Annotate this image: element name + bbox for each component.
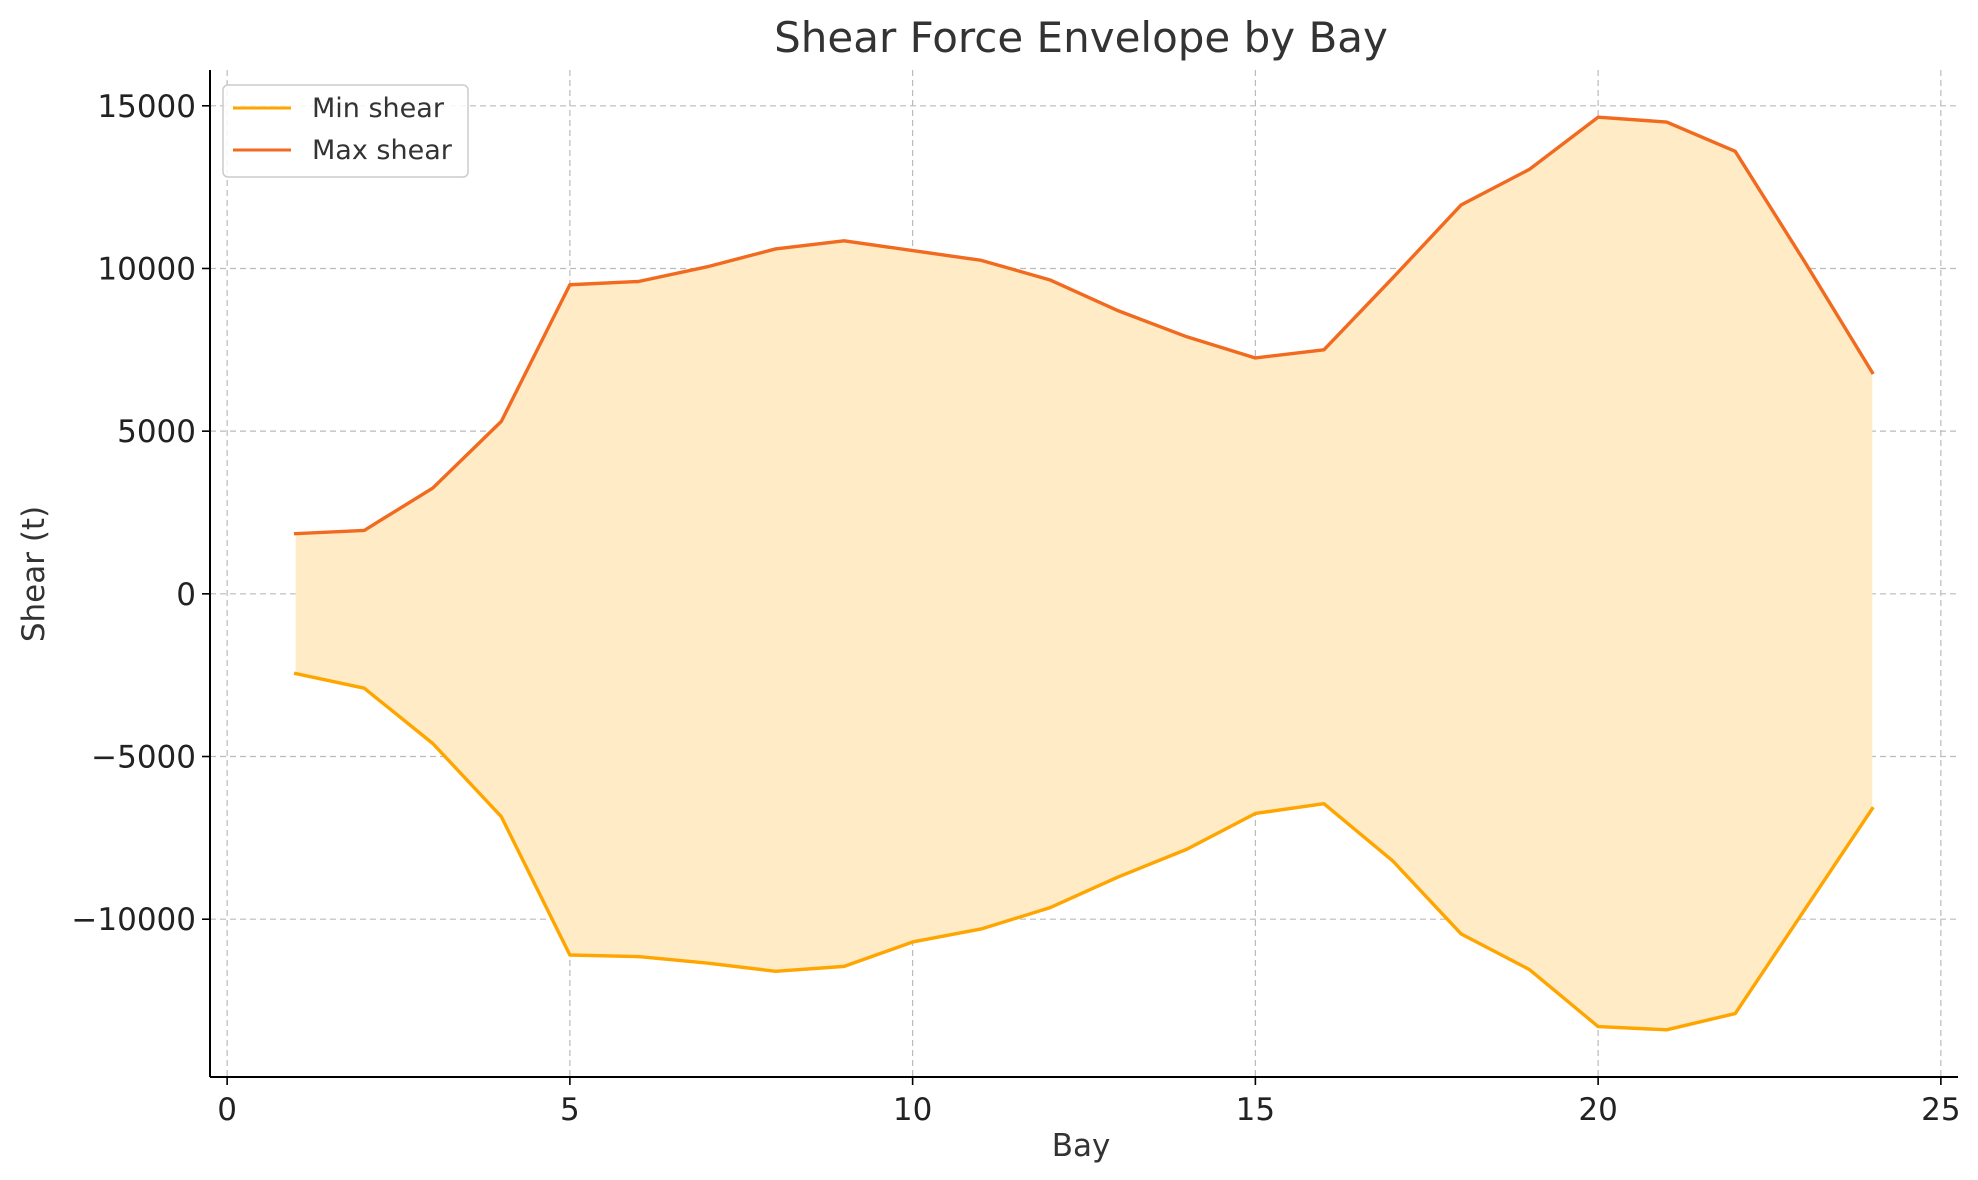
max-shear-line <box>293 115 1875 536</box>
ticks-layer: 0 5 10 15 20 25 15000 10000 5000 0 −5000 −10000 <box>71 89 1960 1128</box>
legend-label-max-shear: Max shear <box>312 135 453 166</box>
y-tick-label: 0 <box>176 577 196 613</box>
y-axis-label: Shear (t) <box>16 506 52 642</box>
min-shear-line <box>293 671 1875 1032</box>
x-tick-label: 20 <box>1578 1092 1617 1128</box>
y-tick-label: 15000 <box>97 89 196 125</box>
x-axis-label: Bay <box>1052 1128 1111 1164</box>
envelope-fill <box>295 117 1873 1030</box>
y-tick-label: 10000 <box>97 251 196 287</box>
axes-layer <box>209 70 1958 1078</box>
x-tick-label: 10 <box>893 1092 932 1128</box>
legend: Min shear Max shear <box>222 84 469 178</box>
chart-title: Shear Force Envelope by Bay <box>774 13 1388 62</box>
x-tick-label: 5 <box>560 1092 580 1128</box>
y-tick-label: −5000 <box>91 740 196 776</box>
y-tick-label: 5000 <box>117 414 196 450</box>
y-tick-label: −10000 <box>71 902 196 938</box>
plot-layer <box>293 115 1875 1032</box>
x-tick-label: 25 <box>1921 1092 1960 1128</box>
x-tick-label: 15 <box>1236 1092 1275 1128</box>
x-tick-label: 0 <box>217 1092 237 1128</box>
legend-label-min-shear: Min shear <box>312 93 445 124</box>
